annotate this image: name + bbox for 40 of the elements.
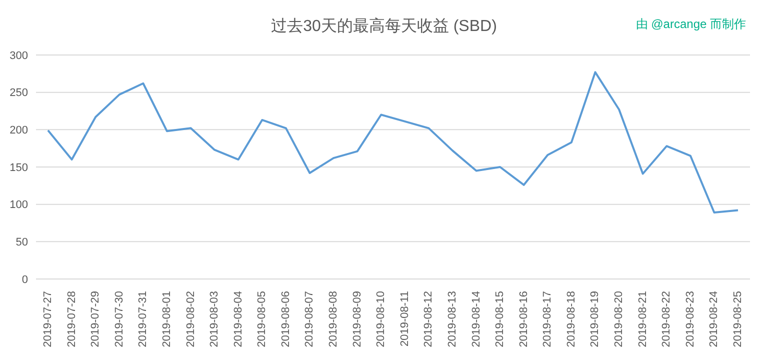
y-tick-label: 150 (10, 162, 28, 174)
x-tick-label: 2019-08-23 (684, 291, 696, 348)
x-tick-label: 2019-08-22 (660, 291, 673, 348)
y-tick-label: 0 (22, 274, 28, 286)
x-tick-label: 2019-08-14 (470, 291, 482, 348)
x-tick-label: 2019-08-08 (328, 291, 340, 348)
y-tick-label: 250 (10, 87, 28, 100)
x-tick-label: 2019-07-27 (42, 291, 54, 348)
x-tick-label: 2019-08-21 (636, 291, 649, 348)
x-tick-label: 2019-08-17 (542, 291, 554, 348)
x-tick-label: 2019-07-28 (66, 291, 78, 348)
x-tick-label: 2019-07-30 (113, 291, 126, 348)
x-tick-label: 2019-08-03 (208, 291, 221, 348)
x-tick-label: 2019-08-09 (351, 291, 364, 348)
x-tick-label: 2019-08-11 (398, 291, 411, 346)
y-tick-label: 200 (10, 124, 28, 137)
x-tick-label: 2019-08-01 (160, 291, 173, 348)
x-tick-label: 2019-08-19 (589, 291, 602, 348)
x-tick-label: 2019-08-15 (494, 291, 506, 348)
x-tick-label: 2019-08-25 (732, 291, 744, 348)
x-tick-label: 2019-08-16 (518, 291, 530, 348)
x-tick-label: 2019-07-29 (90, 291, 102, 348)
x-tick-label: 2019-08-10 (375, 291, 388, 348)
x-tick-label: 2019-08-02 (184, 291, 197, 348)
x-tick-label: 2019-08-05 (256, 291, 268, 348)
chart-title: 过去30天的最高每天收益 (SBD) (271, 18, 497, 35)
line-series (47, 71, 739, 214)
y-tick-label: 300 (10, 50, 28, 62)
x-tick-label: 2019-08-12 (422, 291, 435, 348)
x-tick-label: 2019-08-06 (280, 291, 292, 348)
x-tick-label: 2019-08-13 (446, 291, 458, 348)
x-tick-label: 2019-08-24 (708, 291, 720, 348)
x-tick-label: 2019-08-18 (565, 291, 578, 348)
x-tick-label: 2019-08-20 (613, 291, 626, 348)
text: 由 @arcange 而制作 (636, 16, 746, 33)
x-tick-label: 2019-07-31 (137, 291, 150, 348)
x-tick-label: 2019-08-04 (232, 291, 244, 348)
y-tick-label: 50 (16, 236, 28, 249)
y-tick-label: 100 (10, 199, 28, 212)
x-tick-label: 2019-08-07 (304, 291, 316, 348)
